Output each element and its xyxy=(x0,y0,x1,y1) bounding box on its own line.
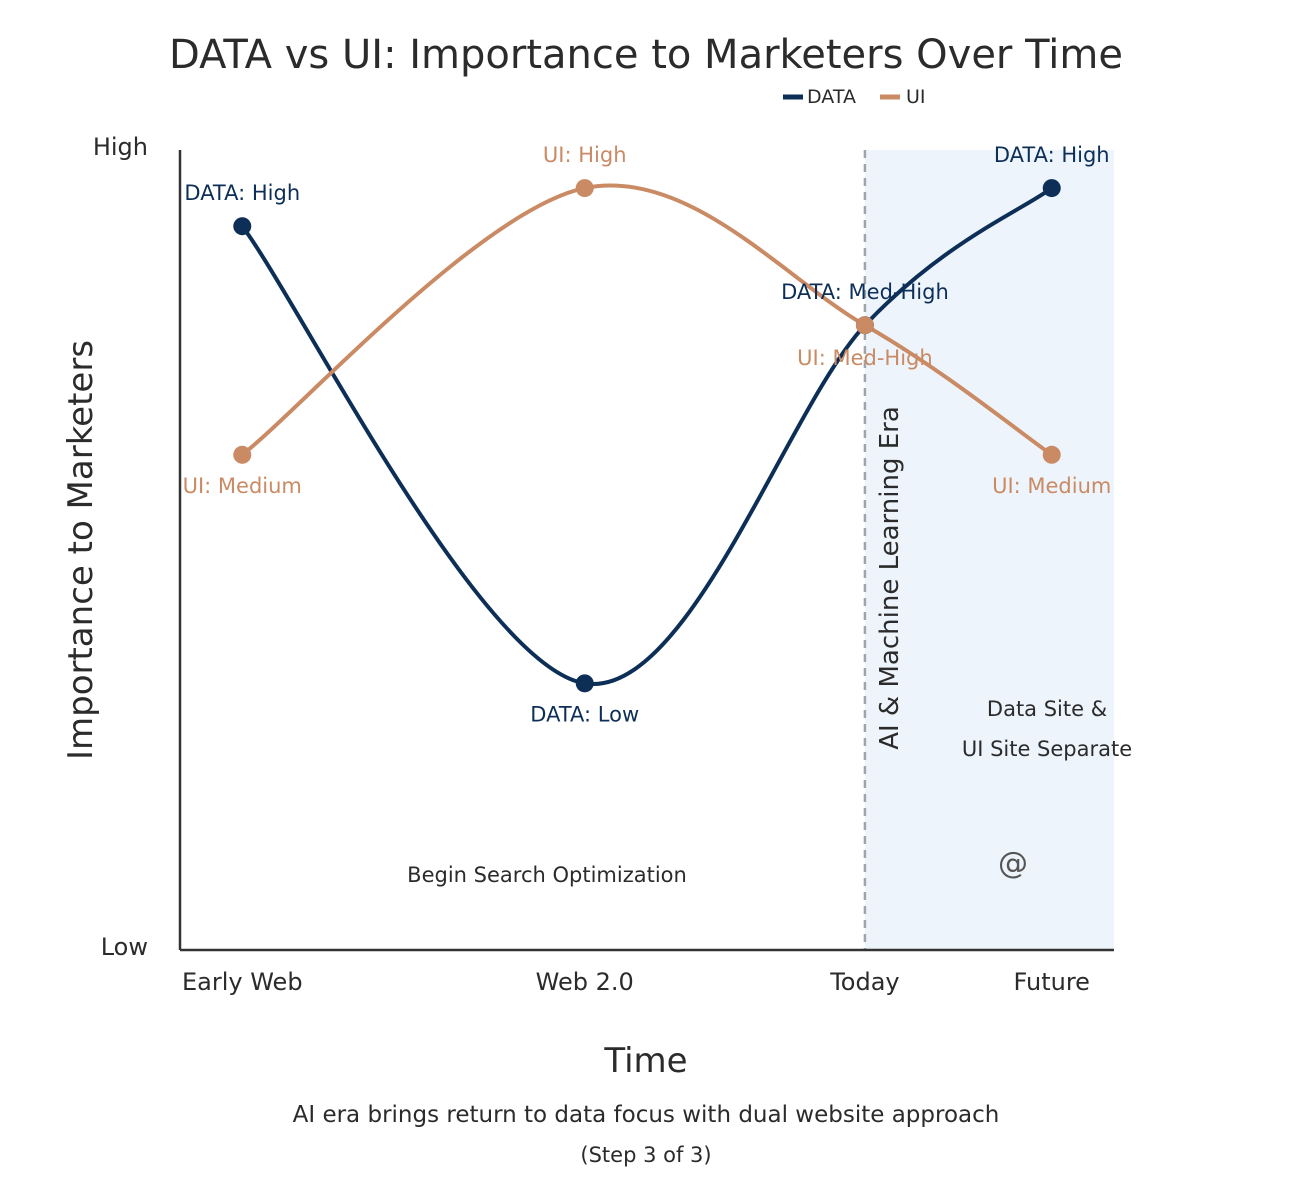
x-tick-label: Web 2.0 xyxy=(536,968,634,996)
data-label-ui: UI: Medium xyxy=(992,474,1111,498)
chart-title: DATA vs UI: Importance to Marketers Over… xyxy=(169,32,1123,78)
annotation-separate-line2: UI Site Separate xyxy=(962,737,1132,761)
data-point-ui xyxy=(1042,445,1061,464)
legend: DATA UI xyxy=(783,86,926,108)
legend-label-ui: UI xyxy=(906,86,926,108)
x-ticks: Early Web Web 2.0 Today Future xyxy=(182,968,1090,996)
data-label-data: DATA: Low xyxy=(530,702,639,726)
data-point-ui xyxy=(233,445,252,464)
y-tick-low: Low xyxy=(101,933,148,961)
chart-subtitle: AI era brings return to data focus with … xyxy=(293,1102,1000,1128)
x-tick-label: Early Web xyxy=(182,968,303,996)
data-label-data: DATA: High xyxy=(184,181,300,205)
data-point-data xyxy=(1042,179,1061,198)
data-label-ui: UI: Med-High xyxy=(797,346,933,370)
series-line-data xyxy=(240,186,1053,686)
data-point-data xyxy=(233,217,252,236)
watermark-logo: @ xyxy=(998,846,1028,881)
x-tick-label: Future xyxy=(1014,968,1090,996)
data-label-ui: UI: High xyxy=(543,143,627,167)
series-layer: DATA: High DATA: Low DATA: Med-High DATA: H… xyxy=(183,143,1112,726)
data-point-ui xyxy=(855,316,874,335)
series-line-ui xyxy=(241,183,1053,457)
x-axis-label: Time xyxy=(603,1041,687,1081)
data-label-ui: UI: Medium xyxy=(183,474,302,498)
chart-step: (Step 3 of 3) xyxy=(580,1143,711,1167)
era-label: AI & Machine Learning Era xyxy=(875,406,905,750)
y-axis-label: Importance to Marketers xyxy=(61,340,101,760)
data-point-ui xyxy=(575,179,594,198)
annotation-search-optimization: Begin Search Optimization xyxy=(407,863,687,887)
annotation-separate-line1: Data Site & xyxy=(987,697,1107,721)
x-tick-label: Today xyxy=(829,968,899,996)
y-tick-high: High xyxy=(93,133,148,161)
data-label-data: DATA: Med-High xyxy=(781,280,949,304)
data-label-data: DATA: High xyxy=(994,143,1110,167)
data-point-data xyxy=(575,674,594,693)
legend-label-data: DATA xyxy=(807,86,856,108)
